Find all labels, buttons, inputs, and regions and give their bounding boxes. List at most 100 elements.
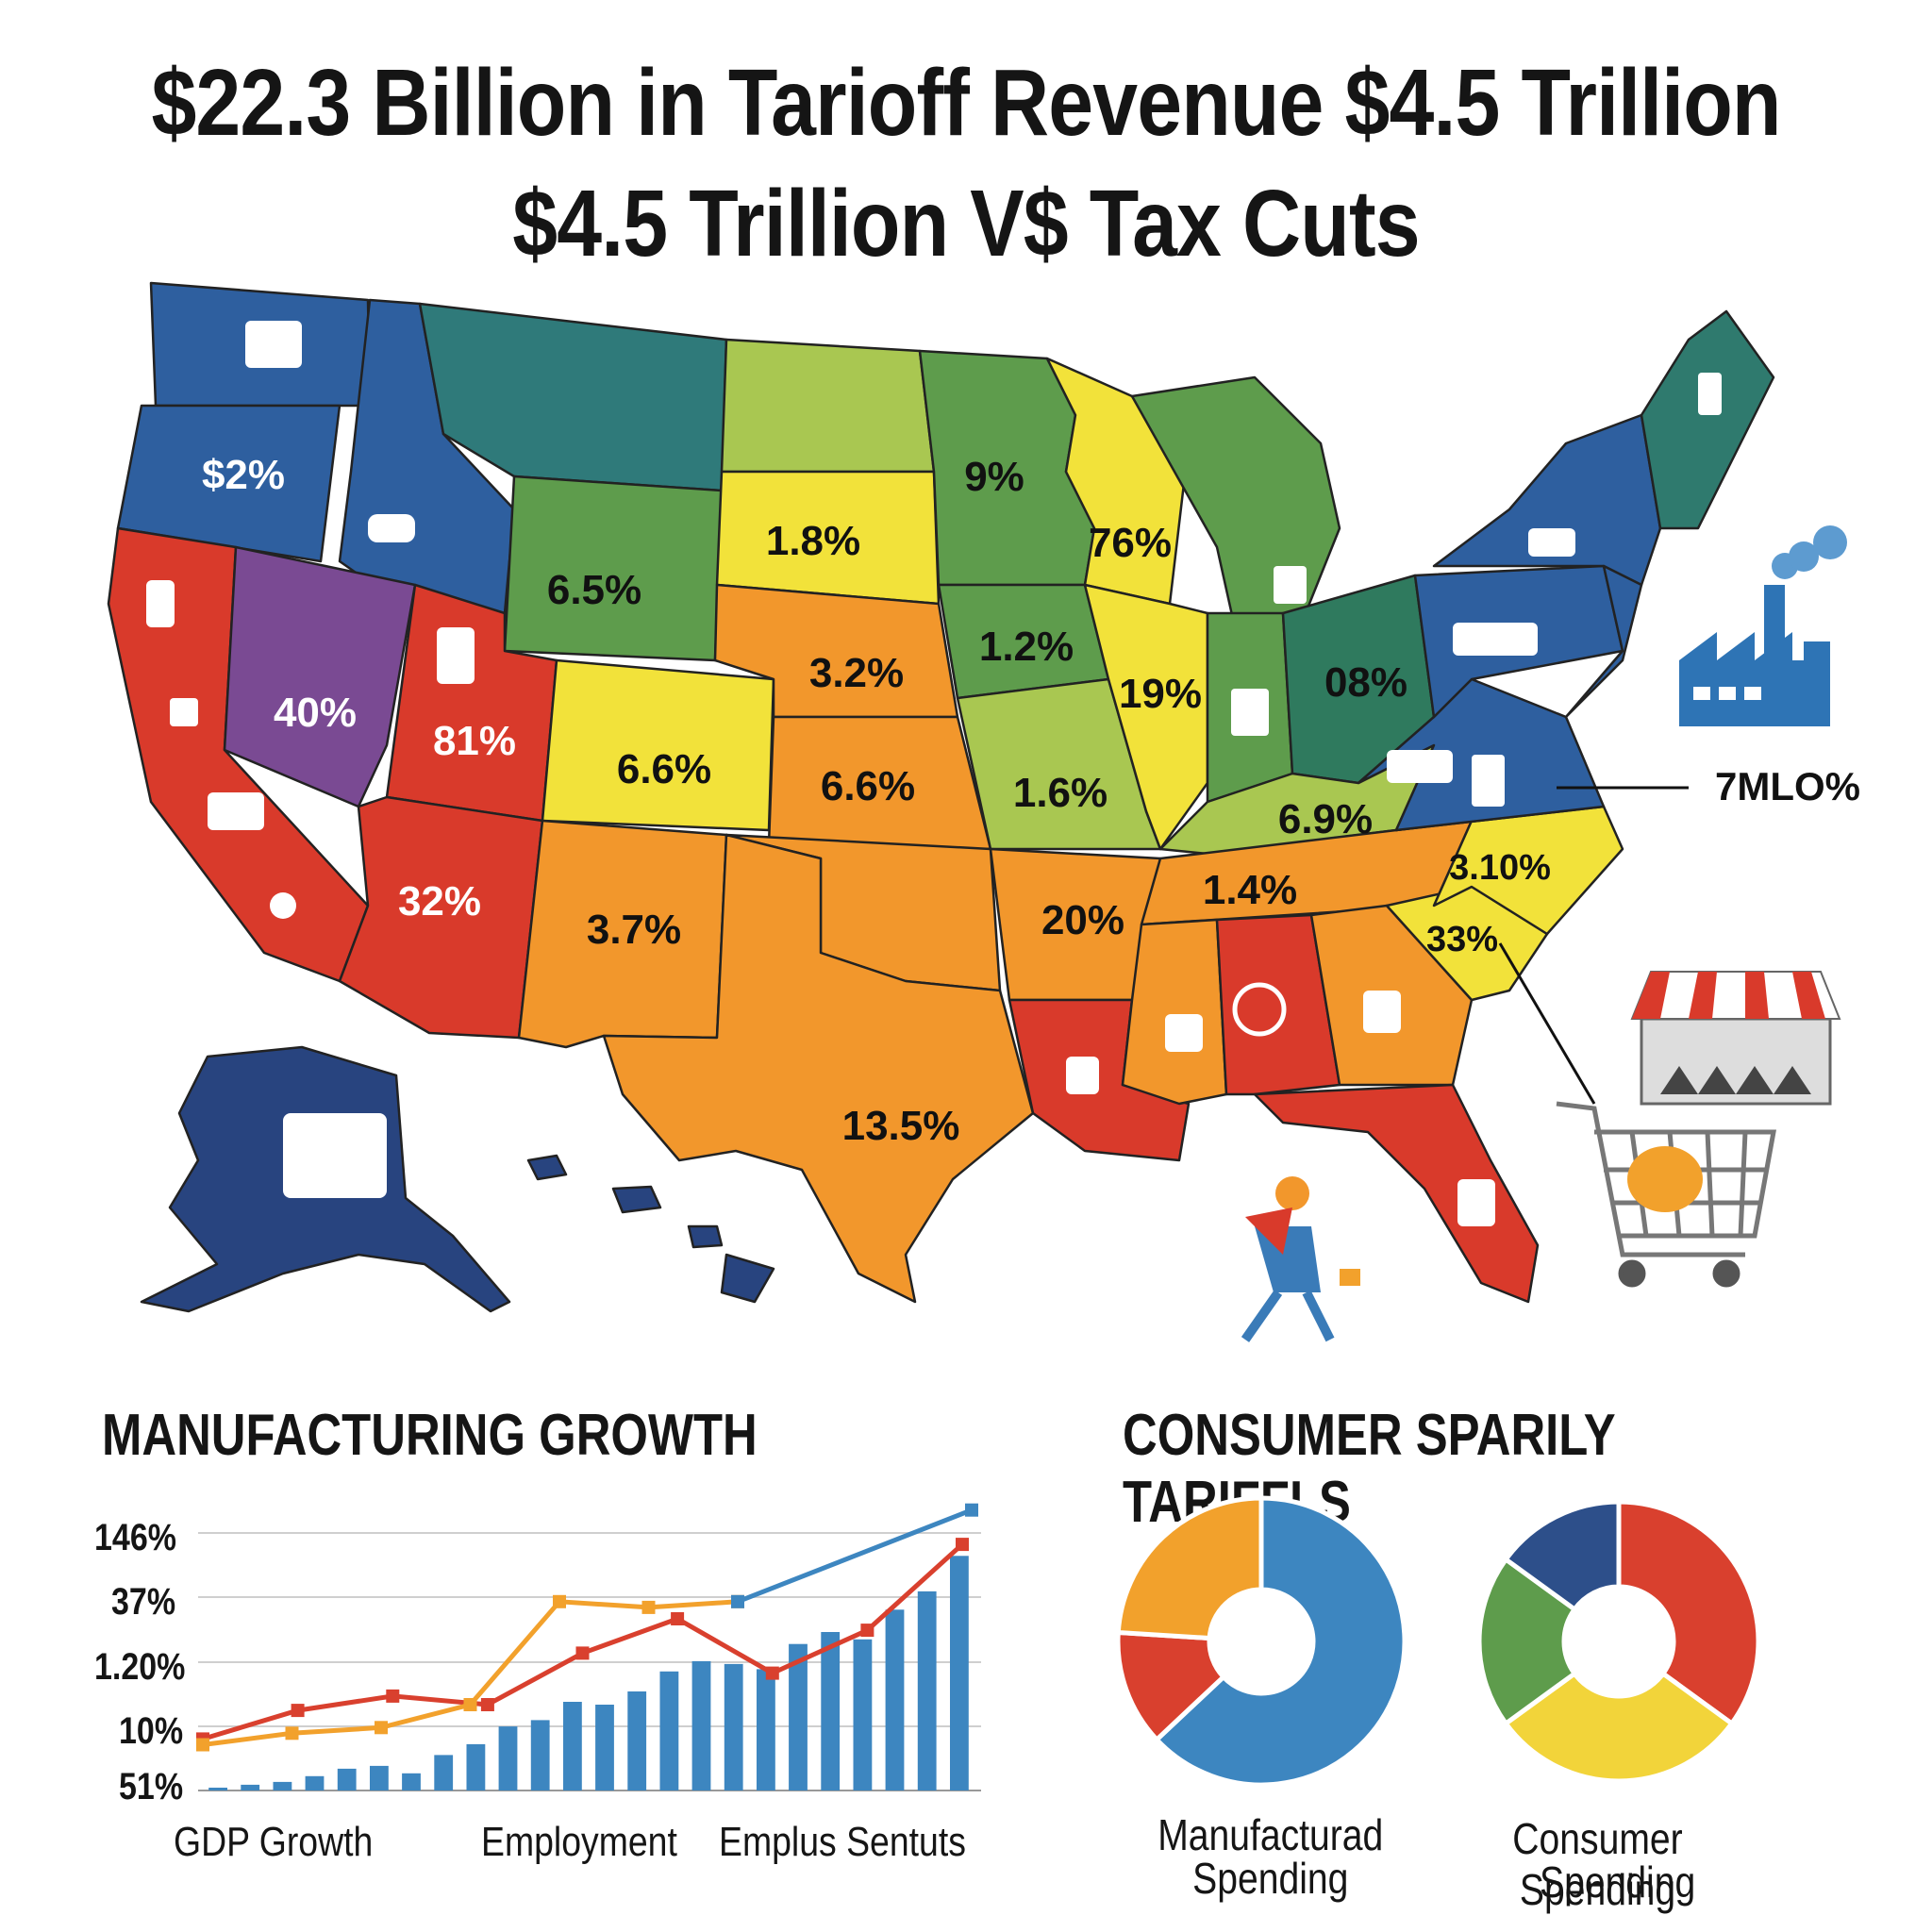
bar-18 <box>757 1669 775 1790</box>
point-red-line-4 <box>480 1698 494 1711</box>
figure-icon-in <box>1231 689 1269 736</box>
state-mid-atlantic <box>1564 564 1643 719</box>
pie2-slice-2 <box>1502 1670 1736 1784</box>
person-icon-ut <box>437 627 475 684</box>
bar-4 <box>305 1775 325 1790</box>
point-orange-line-3 <box>375 1721 388 1735</box>
cart-goods <box>1627 1146 1703 1212</box>
pie1-slice-3 <box>1115 1495 1264 1641</box>
tree-icon-ny <box>1528 528 1575 557</box>
label-ohio: 08% <box>1324 659 1407 706</box>
icon-ms <box>1165 1014 1203 1052</box>
line-blue-line <box>737 1507 973 1605</box>
pie2-label-line2: Spending <box>1540 1857 1696 1907</box>
bar-12 <box>563 1702 582 1790</box>
point-orange-line-1 <box>196 1738 209 1752</box>
pie2-slice-3 <box>1476 1556 1578 1727</box>
state-florida <box>1253 1083 1540 1304</box>
bar-20 <box>821 1632 841 1790</box>
y-tick-3: 1.20% <box>94 1646 186 1688</box>
point-blue-line-1 <box>731 1594 744 1608</box>
x-label-employment: Employment <box>481 1819 677 1865</box>
icon-ga <box>1363 991 1401 1033</box>
storefront-icon <box>1630 971 1841 1106</box>
walking-person-icon <box>1241 1176 1360 1342</box>
pie-manufacturad <box>1115 1495 1407 1788</box>
label-nebraska: 3.2% <box>809 650 904 696</box>
label-wisconsin: 76% <box>1089 520 1172 566</box>
headline-line-2: $4.5 Trillion V$ Tax Cuts <box>512 171 1420 276</box>
state-texas <box>602 833 1035 1304</box>
y-tick-2: 37% <box>111 1581 176 1623</box>
gridlines <box>198 1532 981 1727</box>
bar-10 <box>498 1726 518 1790</box>
label-south-dakota: 1.8% <box>766 518 860 564</box>
state-labels: $2% 40% 81% 32% 6.5% 6.6% 3.7% 1.8% 3.2%… <box>202 452 1860 1149</box>
person-icon-ca-n <box>146 580 175 627</box>
clock-icon-ca <box>270 892 296 919</box>
bar-11 <box>530 1720 550 1790</box>
family-icon-ak <box>283 1113 387 1198</box>
bar-5 <box>337 1768 357 1790</box>
bar-14 <box>627 1691 647 1790</box>
bar-15 <box>659 1671 679 1790</box>
point-red-line-6 <box>671 1612 685 1625</box>
bar-13 <box>595 1705 614 1790</box>
manufacturing-title: MANUFACTURING GROWTH <box>102 1403 758 1468</box>
state-hawaii-1 <box>526 1154 568 1181</box>
label-south-carolina: 33% <box>1426 920 1498 959</box>
state-illinois <box>1083 583 1209 851</box>
building-icon-va <box>1472 755 1505 807</box>
y-tick-1: 146% <box>94 1517 176 1558</box>
factory-icon <box>1679 525 1847 726</box>
pie2-slice-1 <box>1616 1499 1761 1727</box>
icon-la <box>1066 1057 1099 1094</box>
bar-9 <box>466 1743 486 1790</box>
bar-1 <box>208 1788 227 1790</box>
pie1-slice-1 <box>1153 1495 1407 1788</box>
people-icon-wa <box>245 321 302 368</box>
line-series <box>196 1503 978 1752</box>
bar-19 <box>789 1643 808 1790</box>
bar-24 <box>950 1556 969 1790</box>
icon-fl <box>1457 1179 1495 1226</box>
point-red-line-5 <box>575 1646 590 1660</box>
bar-23 <box>917 1591 937 1790</box>
label-arkansas: 20% <box>1041 897 1124 943</box>
point-orange-line-5 <box>553 1594 566 1608</box>
label-north-carolina: 3.10% <box>1449 848 1551 888</box>
point-red-line-9 <box>956 1538 969 1552</box>
bar-8 <box>434 1755 454 1790</box>
label-missouri: 1.6% <box>1013 770 1108 816</box>
pie2-slice-4 <box>1502 1499 1622 1613</box>
point-red-line-2 <box>291 1704 305 1718</box>
label-nevada: 40% <box>274 690 357 736</box>
car-icon-id <box>368 514 415 542</box>
ship-icon-va <box>1387 750 1453 783</box>
pie2-label-line1: Consumer Spending <box>1512 1814 1683 1914</box>
x-label-emplus: Emplus Sentuts <box>719 1819 966 1865</box>
bar-17 <box>724 1663 743 1790</box>
label-iowa: 1.2% <box>979 624 1074 670</box>
bicycle-icon-al <box>1232 982 1287 1037</box>
label-wyoming: 6.5% <box>547 567 641 613</box>
bar-21 <box>853 1639 873 1790</box>
bar-16 <box>691 1660 711 1790</box>
label-callout: 7MLO% <box>1715 764 1860 808</box>
map-states <box>107 281 1775 1313</box>
state-hawaii-3 <box>687 1224 724 1249</box>
point-orange-line-6 <box>641 1600 656 1614</box>
state-oregon <box>116 404 341 563</box>
callout-line-sc <box>1498 942 1596 1105</box>
label-utah: 81% <box>433 718 516 764</box>
state-nevada <box>223 545 417 808</box>
state-alabama <box>1215 913 1341 1096</box>
figure-icon-mi <box>1274 566 1307 604</box>
x-label-gdp: GDP Growth <box>174 1819 374 1865</box>
label-oregon: $2% <box>202 452 285 498</box>
point-red-line-8 <box>860 1624 874 1638</box>
bar-2 <box>241 1784 260 1790</box>
label-minnesota: 9% <box>964 454 1024 500</box>
